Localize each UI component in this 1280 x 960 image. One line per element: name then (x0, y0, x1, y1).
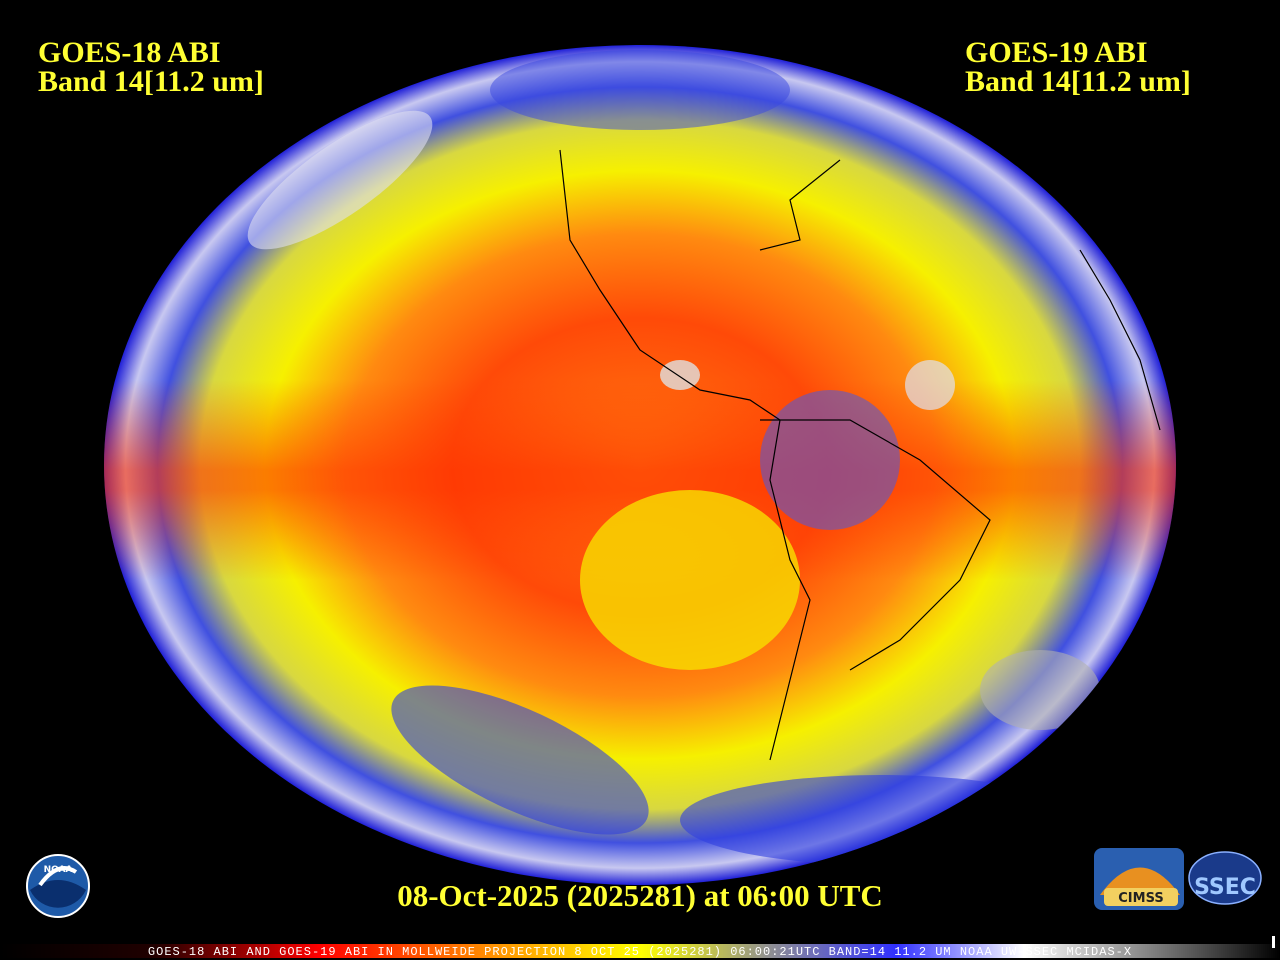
color-scale (0, 944, 1280, 958)
left-subtitle: Band 14[11.2 um] (38, 65, 264, 98)
caption: GOES-18 ABI AND GOES-19 ABI IN MOLLWEIDE… (148, 945, 1132, 959)
cloud-patterns (104, 50, 1176, 865)
left-title: GOES-18 ABI (38, 36, 221, 69)
noaa-text: NOAA (44, 865, 73, 875)
ssec-text: SSEC (1194, 875, 1256, 900)
cimss-text: CIMSS (1118, 891, 1163, 906)
noaa-logo: NOAA (26, 854, 90, 918)
right-subtitle: Band 14[11.2 um] (965, 65, 1191, 98)
ssec-logo: SSEC (1188, 851, 1262, 905)
scale-marker (1272, 936, 1275, 948)
right-title: GOES-19 ABI (965, 36, 1148, 69)
cimss-logo: CIMSS (1094, 848, 1184, 910)
date-label: 08-Oct-2025 (2025281) at 06:00 UTC (397, 878, 883, 913)
coastlines (559, 149, 1161, 761)
